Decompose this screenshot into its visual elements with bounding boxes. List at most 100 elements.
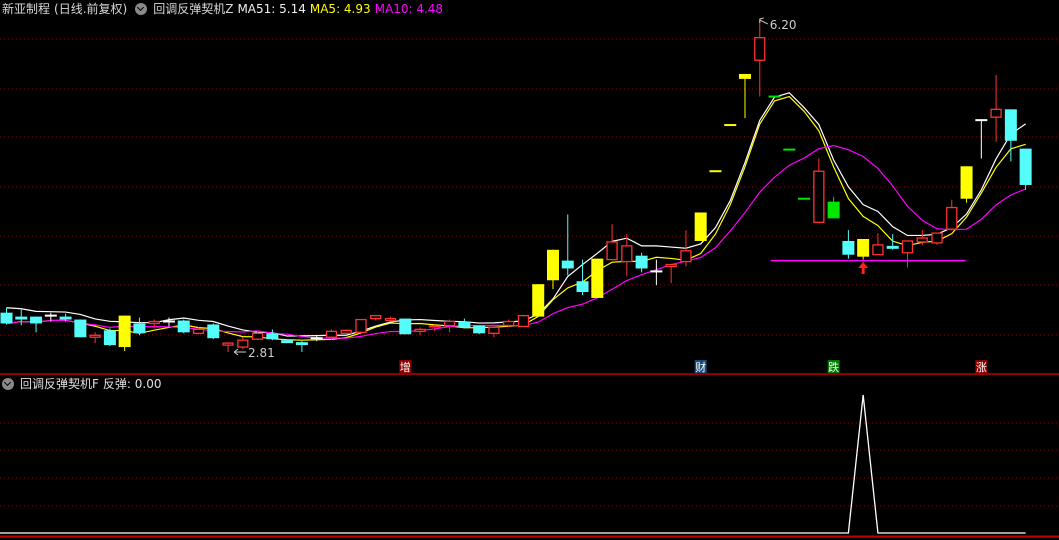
candle-body — [517, 314, 530, 328]
rebound-line — [0, 394, 1026, 534]
candle-body — [546, 249, 559, 281]
candle — [103, 328, 116, 347]
chart-header: 新亚制程 (日线.前复权) 回调反弹契机Z MA51: 5.14 MA5: 4.… — [2, 0, 443, 18]
candle-body — [591, 258, 604, 298]
sub-indicator-dropdown-icon[interactable] — [2, 378, 14, 390]
candle — [177, 319, 190, 334]
candle-body — [207, 324, 220, 339]
candle — [370, 314, 382, 321]
candle — [162, 317, 175, 327]
candle — [473, 325, 486, 335]
candle — [561, 214, 574, 276]
ma5-legend: MA5: 4.93 — [309, 2, 371, 16]
candle — [310, 336, 323, 342]
candle-body — [30, 316, 43, 324]
candle-body — [133, 323, 146, 334]
candle-body — [916, 237, 928, 243]
event-marker-bg — [694, 360, 707, 373]
candle-body — [15, 316, 28, 320]
candle-body — [118, 315, 131, 348]
candle — [842, 230, 855, 259]
candle — [546, 249, 559, 290]
period-label: (日线.前复权) — [54, 2, 128, 16]
candle-body — [621, 245, 633, 263]
candle — [1019, 148, 1032, 190]
candle — [118, 315, 131, 351]
candle-body — [576, 281, 589, 293]
candle-body — [665, 263, 677, 268]
candle-body — [739, 73, 751, 79]
candle-body — [931, 232, 943, 244]
candle-body — [59, 316, 72, 320]
candle — [990, 74, 1002, 142]
candle — [650, 259, 663, 286]
candle — [960, 166, 973, 203]
candle-body — [0, 312, 13, 324]
candle — [251, 331, 264, 341]
candle-body — [503, 320, 515, 327]
indicator-dropdown-icon[interactable] — [135, 3, 148, 15]
sub-indicator-name[interactable]: 回调反弹契机F — [20, 377, 99, 391]
candle-body — [340, 329, 352, 334]
candle-body — [872, 244, 884, 256]
candle — [694, 212, 707, 241]
candle — [414, 327, 426, 336]
event-marker: 涨 — [975, 360, 988, 374]
candle — [517, 314, 530, 328]
event-marker-bg — [975, 360, 988, 373]
candle — [59, 313, 72, 322]
candle — [443, 319, 456, 333]
candle — [621, 234, 633, 277]
candle-body — [103, 330, 116, 346]
ma5-line — [6, 95, 1026, 341]
candle — [192, 327, 205, 335]
candle — [488, 326, 500, 338]
candle-body — [561, 260, 574, 269]
event-marker-text: 跌 — [828, 360, 839, 374]
event-marker-text: 财 — [695, 360, 706, 374]
sub-panel-header: 回调反弹契机F 反弹: 0.00 — [2, 375, 162, 393]
candle-body — [754, 36, 766, 61]
candle — [428, 324, 441, 332]
candle — [1004, 109, 1017, 162]
candle — [754, 18, 766, 97]
candle-body — [1004, 109, 1017, 141]
candle — [458, 318, 471, 329]
candle-body — [886, 245, 899, 249]
candle — [89, 332, 101, 344]
indicator-name[interactable]: 回调反弹契机Z — [153, 2, 234, 16]
signal-arrow-icon — [858, 262, 869, 274]
candle — [931, 232, 943, 245]
candle — [384, 316, 397, 322]
candle — [532, 284, 545, 317]
candle — [606, 224, 618, 261]
candle-body — [325, 330, 338, 338]
ma51-legend: MA51: 5.14 — [237, 2, 306, 16]
candle — [916, 230, 928, 245]
candle — [237, 337, 249, 350]
candle-body — [960, 166, 973, 199]
candle-body — [222, 342, 234, 346]
ma10-line — [6, 144, 1026, 339]
candle-body — [901, 240, 914, 254]
candle — [946, 199, 958, 230]
candle-body — [355, 318, 367, 333]
candle — [281, 340, 294, 344]
candle — [857, 238, 870, 260]
candle-body — [177, 320, 190, 333]
candle-body — [813, 170, 825, 223]
candle-body — [370, 314, 382, 320]
candle — [325, 329, 338, 341]
event-marker: 增 — [399, 360, 412, 374]
candle-body — [295, 342, 308, 346]
candle — [0, 307, 13, 325]
candle-body — [532, 284, 545, 317]
low-pointer-icon — [233, 348, 247, 356]
ma10-legend: MA10: 4.48 — [374, 2, 444, 16]
candle — [591, 258, 604, 298]
stock-name: 新亚制程 — [2, 2, 51, 16]
candle-body — [1019, 148, 1032, 185]
candle-body — [266, 333, 279, 340]
candle-body — [414, 328, 426, 332]
